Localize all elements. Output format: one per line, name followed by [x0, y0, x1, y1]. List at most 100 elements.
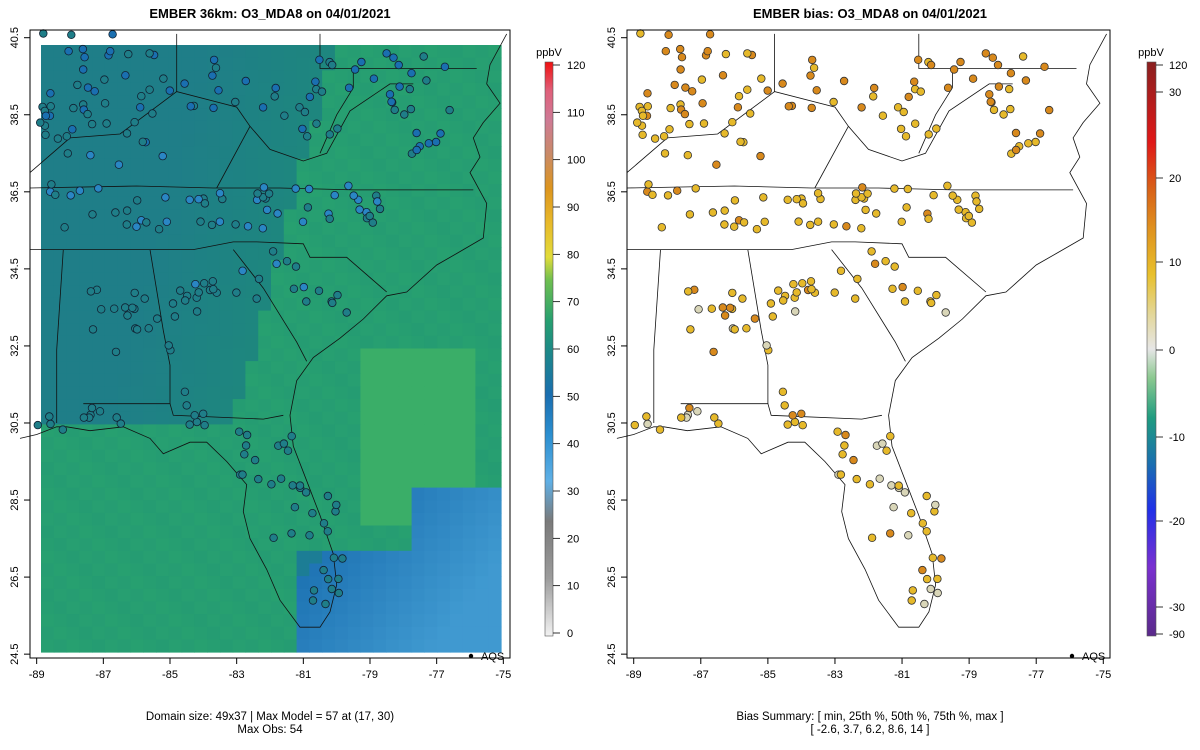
heatmap-cell — [296, 70, 310, 84]
heatmap-cell — [309, 133, 323, 147]
heatmap-cell — [207, 196, 221, 210]
obs-point — [329, 553, 339, 562]
heatmap-cell — [219, 475, 234, 489]
heatmap-cell — [53, 82, 68, 97]
heatmap-cell — [296, 234, 310, 248]
obs-point — [382, 49, 391, 58]
heatmap-cell — [232, 120, 247, 135]
heatmap-cell — [386, 361, 400, 375]
heatmap-cell — [219, 512, 234, 527]
heatmap-cell — [309, 411, 323, 425]
heatmap-cell — [41, 373, 55, 387]
obs-point — [66, 191, 75, 200]
heatmap-cell — [66, 373, 80, 387]
heatmap-cell — [245, 108, 259, 122]
heatmap-cell — [79, 487, 93, 501]
heatmap-cell — [322, 386, 336, 400]
heatmap-cell — [207, 247, 221, 261]
colorbar-tick-label: -90 — [1169, 629, 1185, 641]
heatmap-cell — [360, 146, 374, 160]
heatmap-cell — [207, 475, 221, 489]
heatmap-cell — [437, 196, 451, 210]
heatmap-cell — [283, 45, 298, 59]
heatmap-cell — [258, 576, 272, 590]
heatmap-cell — [130, 310, 144, 324]
heatmap-cell — [360, 247, 374, 261]
obs-point — [282, 257, 292, 266]
bias-point — [643, 89, 652, 98]
heatmap-cell — [271, 285, 285, 299]
heatmap-cell — [347, 449, 362, 463]
bias-point — [813, 188, 823, 198]
heatmap-cell — [283, 272, 298, 286]
heatmap-cell — [309, 272, 323, 286]
heatmap-cell — [386, 639, 400, 653]
heatmap-cell — [104, 82, 119, 97]
heatmap-cell — [462, 57, 477, 71]
heatmap-cell — [207, 500, 221, 514]
colorbar-tick-label: -30 — [1169, 602, 1185, 614]
heatmap-cell — [488, 120, 502, 135]
bias-point — [833, 427, 842, 436]
heatmap-cell — [386, 487, 400, 501]
heatmap-cell — [462, 487, 477, 501]
heatmap-cell — [449, 601, 464, 615]
heatmap-cell — [232, 45, 247, 59]
heatmap-cell — [283, 462, 298, 476]
heatmap-cell — [424, 437, 438, 451]
bias-point — [661, 47, 670, 56]
heatmap-cell — [219, 335, 234, 350]
heatmap-cell — [130, 475, 144, 489]
obs-point — [88, 210, 97, 219]
heatmap-cell — [475, 209, 489, 223]
bias-point — [857, 103, 866, 112]
heatmap-cell — [156, 525, 170, 539]
obs-point — [323, 491, 333, 501]
heatmap-cell — [488, 639, 502, 653]
heatmap-cell — [462, 614, 477, 628]
heatmap-cell — [219, 361, 234, 375]
heatmap-cell — [232, 158, 247, 172]
heatmap-cell — [207, 639, 221, 653]
x-tick-label: -85 — [162, 669, 178, 681]
heatmap-cell — [411, 158, 425, 172]
obs-point — [395, 82, 404, 91]
obs-point — [199, 279, 209, 288]
heatmap-cell — [207, 234, 221, 248]
heatmap-cell — [117, 260, 132, 274]
heatmap-cell — [66, 500, 80, 514]
heatmap-cell — [41, 563, 55, 577]
heatmap-cell — [143, 424, 157, 438]
obs-point — [122, 129, 132, 138]
bias-point — [893, 103, 903, 112]
obs-point — [373, 197, 382, 206]
heatmap-cell — [104, 386, 119, 400]
heatmap-cell — [258, 487, 272, 501]
heatmap-cell — [168, 70, 183, 84]
heatmap-cell — [296, 601, 310, 615]
bias-point — [887, 481, 896, 490]
heatmap-cell — [181, 538, 195, 552]
heatmap-cell — [232, 601, 247, 615]
heatmap-cell — [373, 146, 387, 160]
obs-point — [355, 205, 364, 214]
heatmap-cell — [424, 487, 438, 501]
heatmap-cell — [411, 285, 425, 299]
bias-point — [663, 191, 673, 200]
heatmap-cell — [104, 184, 119, 198]
heatmap-cell — [373, 525, 387, 539]
heatmap-cell — [347, 588, 362, 602]
heatmap-cell — [79, 310, 93, 324]
heatmap-cell — [449, 45, 464, 59]
heatmap-cell — [398, 525, 413, 539]
heatmap-cell — [181, 462, 195, 476]
heatmap-cell — [449, 399, 464, 413]
obs-point — [190, 411, 199, 420]
heatmap-cell — [437, 475, 451, 489]
heatmap-cell — [232, 563, 247, 577]
heatmap-cell — [347, 108, 362, 122]
heatmap-cell — [347, 45, 362, 59]
heatmap-cell — [322, 475, 336, 489]
state-border — [56, 249, 64, 423]
heatmap-cell — [219, 108, 234, 122]
